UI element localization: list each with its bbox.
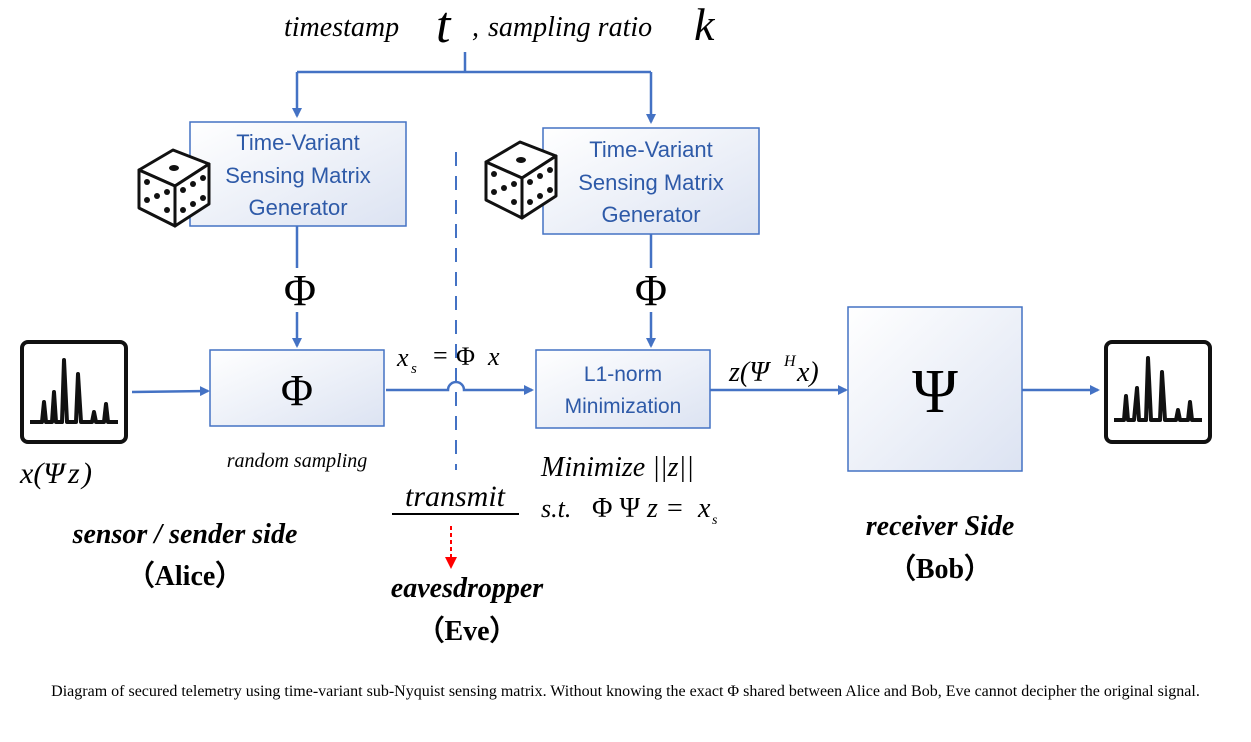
sender-title: sensor / sender side — [72, 519, 298, 550]
timestamp-symbol: t — [436, 0, 452, 54]
xs-subscript: s — [411, 361, 417, 377]
input-label-suffix: ) — [80, 457, 92, 490]
generator-right-line1: Time-Variant — [589, 137, 712, 162]
l1-block-line2: Minimization — [565, 395, 682, 418]
sampling-ratio-label: sampling ratio — [488, 12, 652, 43]
optimization-subscript: s — [712, 513, 718, 528]
eavesdropper-name: （Eve） — [416, 614, 517, 647]
recovered-suffix: x) — [796, 357, 819, 388]
recovered-superscript: H — [783, 353, 797, 370]
recovered-label: z(Ψ H x) — [728, 353, 819, 388]
optimization-st: s.t. — [541, 494, 571, 523]
input-label-prefix: x(Ψ — [19, 457, 67, 490]
phi-symbol-right: Φ — [635, 266, 667, 315]
generator-left-line1: Time-Variant — [236, 130, 359, 155]
input-label-z: z — [67, 457, 80, 490]
eavesdropper-title: eavesdropper — [391, 573, 545, 604]
sampling-block: Φ random sampling — [209, 349, 385, 472]
optimization-x: x — [697, 493, 711, 524]
sampling-block-label: random sampling — [227, 450, 368, 472]
generator-box-left: Time-Variant Sensing Matrix Generator — [189, 121, 407, 227]
generator-box-right: Time-Variant Sensing Matrix Generator — [542, 127, 760, 235]
sampling-ratio-symbol: k — [694, 0, 716, 50]
phi-symbol-left: Φ — [284, 266, 316, 315]
transmit-label: transmit — [405, 480, 506, 513]
transmitted-signal-label: x s = Φ x — [396, 341, 500, 377]
eavesdropper-label: eavesdropper （Eve） — [391, 573, 545, 647]
recovered-prefix: z(Ψ — [728, 357, 771, 388]
receiver-label: receiver Side （Bob） — [866, 511, 1015, 585]
arrow-sampling-to-l1 — [386, 380, 534, 395]
optimization-problem: Minimize ||z|| s.t. Φ Ψ z = x s — [540, 452, 718, 528]
generator-right-line2: Sensing Matrix — [578, 170, 724, 195]
receiver-psi-block: Ψ — [847, 306, 1023, 472]
generator-left-line2: Sensing Matrix — [225, 163, 371, 188]
optimization-phi-psi: Φ Ψ — [592, 493, 640, 524]
output-signal-icon — [1104, 340, 1212, 444]
sender-name: （Alice） — [127, 559, 244, 592]
xs-x: x — [487, 342, 500, 371]
l1-block-line1: L1-norm — [584, 363, 662, 386]
xs-equals: = — [433, 341, 448, 370]
dice-icon — [137, 148, 211, 228]
matrix-flow-lines — [292, 226, 656, 348]
figure-caption: Diagram of secured telemetry using time-… — [51, 683, 1200, 700]
arrow-input-to-sampling — [131, 386, 210, 397]
input-signal-icon — [20, 340, 128, 444]
signal-chain — [131, 380, 1100, 397]
generator-left-line3: Generator — [248, 195, 347, 220]
optimization-equals: = — [667, 493, 683, 524]
sampling-block-symbol: Φ — [281, 366, 313, 415]
l1-minimization-block: L1-norm Minimization — [535, 349, 711, 429]
input-signal-label: x(Ψ z ) — [19, 457, 92, 490]
header-separator: , — [472, 12, 479, 43]
receiver-name: （Bob） — [888, 552, 992, 585]
xs-phi: Φ — [456, 342, 475, 371]
optimization-z: z — [646, 493, 658, 524]
sender-label: sensor / sender side （Alice） — [72, 519, 298, 592]
timestamp-label: timestamp — [284, 12, 399, 43]
dice-icon — [484, 140, 558, 220]
receiver-title: receiver Side — [866, 511, 1015, 542]
receiver-psi-symbol: Ψ — [912, 358, 958, 426]
xs-base: x — [396, 343, 409, 372]
key-distribution-lines — [292, 52, 656, 124]
generator-right-line3: Generator — [601, 202, 700, 227]
inputs-header: timestamp t , sampling ratio k — [284, 0, 716, 54]
optimization-objective: Minimize ||z|| — [540, 452, 694, 483]
